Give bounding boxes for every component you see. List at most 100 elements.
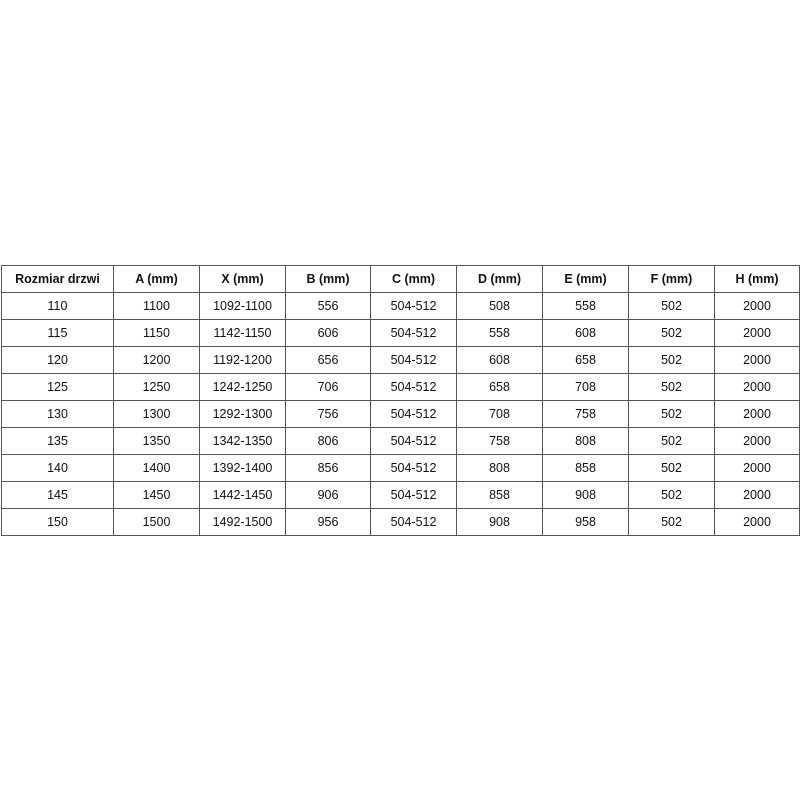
table-cell: 2000 bbox=[714, 454, 800, 482]
table-cell: 110 bbox=[1, 292, 114, 320]
column-header: B (mm) bbox=[285, 265, 371, 293]
dimensions-table: Rozmiar drzwi A (mm) X (mm) B (mm) C (mm) D (… bbox=[1, 265, 800, 536]
table-cell: 658 bbox=[542, 346, 629, 374]
table-row: 130 1300 1292-1300 756 504-512 708 758 502 2000 bbox=[1, 400, 800, 428]
column-header: D (mm) bbox=[456, 265, 543, 293]
table-cell: 608 bbox=[542, 319, 629, 347]
table-cell: 708 bbox=[456, 400, 543, 428]
table-cell: 1100 bbox=[113, 292, 200, 320]
table-cell: 508 bbox=[456, 292, 543, 320]
table-row: 115 1150 1142-1150 606 504-512 558 608 502 2000 bbox=[1, 319, 800, 347]
table-cell: 658 bbox=[456, 373, 543, 401]
table-cell: 2000 bbox=[714, 346, 800, 374]
column-header: X (mm) bbox=[199, 265, 286, 293]
table-cell: 2000 bbox=[714, 292, 800, 320]
table-cell: 504-512 bbox=[370, 292, 457, 320]
table-cell: 1250 bbox=[113, 373, 200, 401]
table-body: 110 1100 1092-1100 556 504-512 508 558 502 2000 1… bbox=[1, 292, 800, 536]
table-cell: 656 bbox=[285, 346, 371, 374]
table-cell: 1492-1500 bbox=[199, 508, 286, 536]
table-row: 125 1250 1242-1250 706 504-512 658 708 502 2000 bbox=[1, 373, 800, 401]
table-cell: 502 bbox=[628, 481, 715, 509]
table-cell: 758 bbox=[542, 400, 629, 428]
table-cell: 558 bbox=[456, 319, 543, 347]
table-cell: 135 bbox=[1, 427, 114, 455]
table-cell: 130 bbox=[1, 400, 114, 428]
table-cell: 504-512 bbox=[370, 319, 457, 347]
table-row: 120 1200 1192-1200 656 504-512 608 658 502 2000 bbox=[1, 346, 800, 374]
table-cell: 858 bbox=[542, 454, 629, 482]
table-cell: 606 bbox=[285, 319, 371, 347]
table-cell: 502 bbox=[628, 400, 715, 428]
table-cell: 608 bbox=[456, 346, 543, 374]
column-header: F (mm) bbox=[628, 265, 715, 293]
table-cell: 2000 bbox=[714, 481, 800, 509]
table-cell: 1192-1200 bbox=[199, 346, 286, 374]
table-cell: 502 bbox=[628, 319, 715, 347]
table-cell: 502 bbox=[628, 346, 715, 374]
table-row: 110 1100 1092-1100 556 504-512 508 558 502 2000 bbox=[1, 292, 800, 320]
table-cell: 504-512 bbox=[370, 481, 457, 509]
header-row: Rozmiar drzwi A (mm) X (mm) B (mm) C (mm) D (… bbox=[1, 265, 800, 293]
table-cell: 120 bbox=[1, 346, 114, 374]
table-row: 135 1350 1342-1350 806 504-512 758 808 502 2000 bbox=[1, 427, 800, 455]
table-cell: 125 bbox=[1, 373, 114, 401]
table-cell: 908 bbox=[542, 481, 629, 509]
table-cell: 856 bbox=[285, 454, 371, 482]
table-cell: 502 bbox=[628, 373, 715, 401]
table-cell: 115 bbox=[1, 319, 114, 347]
table-cell: 556 bbox=[285, 292, 371, 320]
table-cell: 708 bbox=[542, 373, 629, 401]
table-cell: 1242-1250 bbox=[199, 373, 286, 401]
table-row: 150 1500 1492-1500 956 504-512 908 958 502 2000 bbox=[1, 508, 800, 536]
table-cell: 2000 bbox=[714, 400, 800, 428]
table-cell: 1392-1400 bbox=[199, 454, 286, 482]
table-cell: 908 bbox=[456, 508, 543, 536]
table-cell: 504-512 bbox=[370, 508, 457, 536]
table-cell: 504-512 bbox=[370, 346, 457, 374]
table-cell: 1442-1450 bbox=[199, 481, 286, 509]
table-row: 140 1400 1392-1400 856 504-512 808 858 502 2000 bbox=[1, 454, 800, 482]
table-row: 145 1450 1442-1450 906 504-512 858 908 502 2000 bbox=[1, 481, 800, 509]
table-cell: 1300 bbox=[113, 400, 200, 428]
table-cell: 1342-1350 bbox=[199, 427, 286, 455]
table-cell: 706 bbox=[285, 373, 371, 401]
table-cell: 1292-1300 bbox=[199, 400, 286, 428]
table-cell: 2000 bbox=[714, 319, 800, 347]
table-cell: 1092-1100 bbox=[199, 292, 286, 320]
table-cell: 808 bbox=[542, 427, 629, 455]
table-cell: 2000 bbox=[714, 508, 800, 536]
table-cell: 502 bbox=[628, 292, 715, 320]
column-header: H (mm) bbox=[714, 265, 800, 293]
table-cell: 504-512 bbox=[370, 427, 457, 455]
table-cell: 956 bbox=[285, 508, 371, 536]
table-cell: 906 bbox=[285, 481, 371, 509]
table-cell: 758 bbox=[456, 427, 543, 455]
table-cell: 558 bbox=[542, 292, 629, 320]
table-cell: 504-512 bbox=[370, 373, 457, 401]
table-cell: 150 bbox=[1, 508, 114, 536]
column-header: A (mm) bbox=[113, 265, 200, 293]
table-cell: 806 bbox=[285, 427, 371, 455]
table-cell: 808 bbox=[456, 454, 543, 482]
table-cell: 1200 bbox=[113, 346, 200, 374]
table-cell: 504-512 bbox=[370, 400, 457, 428]
table-cell: 1450 bbox=[113, 481, 200, 509]
column-header: E (mm) bbox=[542, 265, 629, 293]
column-header: C (mm) bbox=[370, 265, 457, 293]
table-cell: 756 bbox=[285, 400, 371, 428]
table-cell: 958 bbox=[542, 508, 629, 536]
table-cell: 1500 bbox=[113, 508, 200, 536]
table-cell: 1150 bbox=[113, 319, 200, 347]
table-cell: 140 bbox=[1, 454, 114, 482]
table-cell: 2000 bbox=[714, 373, 800, 401]
table-cell: 502 bbox=[628, 454, 715, 482]
column-header: Rozmiar drzwi bbox=[1, 265, 114, 293]
table-cell: 502 bbox=[628, 508, 715, 536]
table-cell: 858 bbox=[456, 481, 543, 509]
table-cell: 1142-1150 bbox=[199, 319, 286, 347]
table-cell: 502 bbox=[628, 427, 715, 455]
table-cell: 2000 bbox=[714, 427, 800, 455]
table-cell: 504-512 bbox=[370, 454, 457, 482]
table-cell: 1350 bbox=[113, 427, 200, 455]
